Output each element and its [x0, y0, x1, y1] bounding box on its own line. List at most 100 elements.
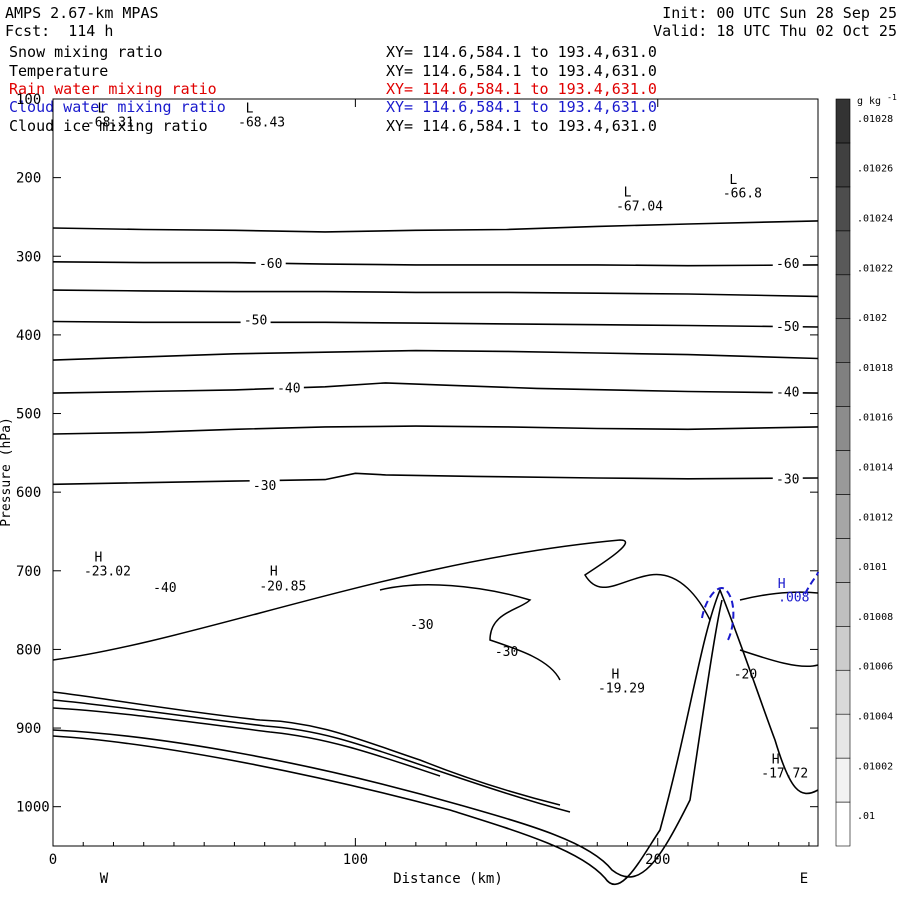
- colorbar-swatch-13: [835, 230, 851, 276]
- contour-label-bg-5-1: [772, 383, 803, 399]
- forecast-hour: Fcst: 114 h: [5, 22, 114, 40]
- contour-label-bg-1-1: [772, 255, 803, 271]
- extremum-label-4: L: [624, 186, 632, 201]
- colorbar-swatch-2: [835, 713, 851, 759]
- extremum-label-2: L: [246, 101, 254, 116]
- extremum-label-21: -17.72: [761, 767, 808, 782]
- temperature-contours: -60 -60 -50 -50 -40 -40 -30 -30: [52, 220, 819, 494]
- x-tick-label-2: 200: [645, 852, 670, 868]
- colorbar-swatch-0: [835, 801, 851, 847]
- y-tick-label-9: 1000: [16, 800, 50, 816]
- extremum-label-17: -20: [734, 668, 757, 683]
- isotherm-low-2: [52, 699, 571, 813]
- contour-label-7-1: -30: [776, 473, 799, 488]
- colorbar-swatch-3: [835, 669, 851, 715]
- terrain-outline: [52, 587, 819, 886]
- contour-label-5-0: -40: [277, 381, 300, 396]
- colorbar-unit: g kg -1: [857, 93, 897, 107]
- contour-label-bg-7-1: [772, 470, 803, 486]
- temperature-contour-3: [52, 320, 819, 328]
- contour-label-3-1: -50: [776, 320, 799, 335]
- field-name-temperature: Temperature: [9, 62, 109, 80]
- y-tick-label-5: 600: [16, 485, 41, 501]
- field-name-cloud-ice: Cloud ice mixing ratio: [9, 117, 208, 135]
- extremum-label-9: -23.02: [84, 565, 131, 580]
- colorbar-swatch-10: [835, 362, 851, 407]
- extremum-label-13: -30: [410, 618, 433, 633]
- axes: 100 200 300 400 500 600 700 800 900 1000 0 100 200: [16, 92, 818, 868]
- colorbar-label-6: .01012: [857, 512, 893, 523]
- contour-label-3-0: -50: [244, 314, 267, 329]
- colorbar-label-7: .01014: [857, 463, 893, 474]
- colorbar-label-12: .01024: [857, 214, 893, 225]
- isotherm-east: [739, 591, 819, 601]
- temperature-contour-4: [52, 349, 819, 361]
- y-tick-label-4: 500: [16, 407, 41, 423]
- temperature-contour-7: [52, 472, 819, 486]
- valid-time: Valid: 18 UTC Thu 02 Oct 25: [653, 22, 897, 40]
- temperature-contour-0: [52, 220, 819, 233]
- colorbar-swatch-14: [835, 186, 851, 232]
- extremum-label-19: .008: [778, 591, 809, 606]
- field-xy-rain: XY= 114.6,584.1 to 193.4,631.0: [386, 80, 657, 98]
- colorbar-swatch-6: [835, 538, 851, 583]
- temperature-contour-1: [52, 261, 819, 267]
- x-axis-label: Distance (km): [393, 871, 503, 887]
- temperature-contour-2: [52, 289, 819, 298]
- contour-label-bg-3-1: [772, 318, 803, 334]
- colorbar-swatch-9: [835, 406, 851, 451]
- field-xy-temperature: XY= 114.6,584.1 to 193.4,631.0: [386, 62, 657, 80]
- isotherm-low-1: [52, 691, 561, 806]
- extremum-label-14: -30: [495, 645, 518, 660]
- colorbar-label-14: .01028: [857, 114, 893, 125]
- extremum-label-15: H: [611, 668, 619, 683]
- colorbar-swatch-15: [835, 142, 851, 188]
- extremum-label-6: L: [729, 173, 737, 188]
- isotherm-east-low: [739, 649, 819, 668]
- y-tick-label-8: 900: [16, 721, 41, 737]
- extremum-label-8: H: [94, 550, 102, 565]
- field-xy-cloud-water: XY= 114.6,584.1 to 193.4,631.0: [386, 98, 657, 116]
- extremum-label-20: H: [772, 753, 780, 768]
- colorbar-unit-base: g kg: [857, 96, 881, 107]
- contour-label-bg-7-0: [249, 476, 280, 492]
- cloud-water-contour-edge: [804, 571, 819, 595]
- extremum-label-5: -67.04: [616, 200, 663, 215]
- temperature-contour-5: [52, 382, 819, 394]
- colorbar-swatch-7: [835, 494, 851, 539]
- init-time: Init: 00 UTC Sun 28 Sep 25: [662, 4, 897, 22]
- colorbar-label-11: .01022: [857, 263, 893, 274]
- contour-label-bg-5-0: [273, 379, 304, 395]
- colorbar-label-1: .01002: [857, 761, 893, 772]
- cloud-water-contour-ridge: [701, 587, 735, 641]
- extremum-label-7: -66.8: [723, 186, 762, 201]
- field-name-snow: Snow mixing ratio: [9, 43, 163, 61]
- contour-labels: L-68.31L-68.43L-67.04L-66.8H-23.02-40H-2…: [84, 101, 810, 781]
- contour-label-5-1: -40: [776, 385, 799, 400]
- model-title: AMPS 2.67-km MPAS: [5, 4, 159, 22]
- y-tick-label-0: 100: [16, 92, 41, 108]
- colorbar-label-3: .01006: [857, 662, 893, 673]
- isotherm-low-3: [52, 707, 441, 777]
- y-tick-label-3: 400: [16, 328, 41, 344]
- x-tick-label-1: 100: [343, 852, 368, 868]
- plot-frame: [52, 98, 819, 847]
- extremum-label-16: -19.29: [598, 682, 645, 697]
- contour-label-bg-1-0: [255, 255, 286, 271]
- colorbar-swatch-16: [835, 98, 851, 144]
- colorbar-swatch-8: [835, 450, 851, 495]
- contour-label-7-0: -30: [253, 479, 276, 494]
- colorbar-unit-exp: -1: [887, 93, 897, 102]
- field-xy-cloud-ice: XY= 114.6,584.1 to 193.4,631.0: [386, 117, 657, 135]
- contour-label-1-0: -60: [259, 257, 282, 272]
- cloud-water-contours: [701, 571, 819, 641]
- colorbar-label-0: .01: [857, 811, 875, 822]
- extremum-label-11: H: [270, 565, 278, 580]
- isotherm-mid-bend: [379, 584, 561, 681]
- colorbar-swatch-1: [835, 757, 851, 803]
- field-name-cloud-water: Cloud water mixing ratio: [9, 98, 226, 116]
- x-end-label-east: E: [800, 871, 808, 887]
- field-name-rain: Rain water mixing ratio: [9, 80, 217, 98]
- colorbar-label-4: .01008: [857, 612, 893, 623]
